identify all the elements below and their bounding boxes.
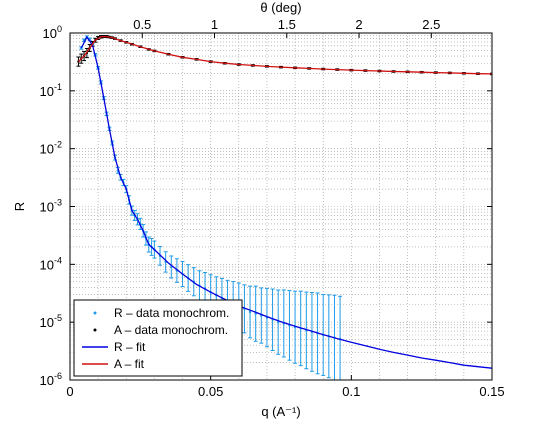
x-tick-label: 0.15 <box>479 384 504 399</box>
y-tick-exponent: -1 <box>54 82 62 92</box>
top-tick-label: 1.5 <box>278 17 296 32</box>
top-tick-label: 2.5 <box>422 17 440 32</box>
legend-entry-label: A – fit <box>114 357 145 371</box>
axis-labels: q (A⁻¹) R θ (deg) <box>12 0 302 419</box>
series-line-3 <box>77 35 492 75</box>
plot-marks <box>76 35 492 380</box>
y-tick-exponent: -5 <box>54 313 62 323</box>
top-axis-label: θ (deg) <box>260 0 301 15</box>
legend-entry-label: A – data monochrom. <box>114 323 228 337</box>
legend-point-swatch <box>93 328 97 332</box>
data-point <box>248 310 252 314</box>
x-tick-label: 0 <box>66 384 73 399</box>
legend: R – data monochrom. A – data monochrom. R … <box>73 299 243 377</box>
legend-point-swatch <box>93 311 97 315</box>
legend-entry-label: R – fit <box>114 340 146 354</box>
x-tick-label: 0.1 <box>342 384 360 399</box>
top-tick-label: 1 <box>211 17 218 32</box>
top-tick-label: 0.5 <box>133 17 151 32</box>
axis-ticks: 0 0.05 0.1 0.150.5 1 1.5 2 2.510-610-510-410-31… <box>40 17 505 399</box>
y-tick-exponent: -4 <box>54 255 62 265</box>
legend-entry-label: R – data monochrom. <box>114 306 229 320</box>
y-tick-exponent: -3 <box>54 198 62 208</box>
x-tick-label: 0.05 <box>198 384 223 399</box>
y-tick-exponent: -2 <box>54 140 62 150</box>
x-axis-label: q (A⁻¹) <box>261 404 300 419</box>
grid-lines <box>70 33 492 380</box>
y-tick-exponent: -6 <box>54 371 62 381</box>
top-tick-label: 2 <box>355 17 362 32</box>
y-tick-exponent: 0 <box>57 24 62 34</box>
y-axis-label: R <box>12 202 27 211</box>
